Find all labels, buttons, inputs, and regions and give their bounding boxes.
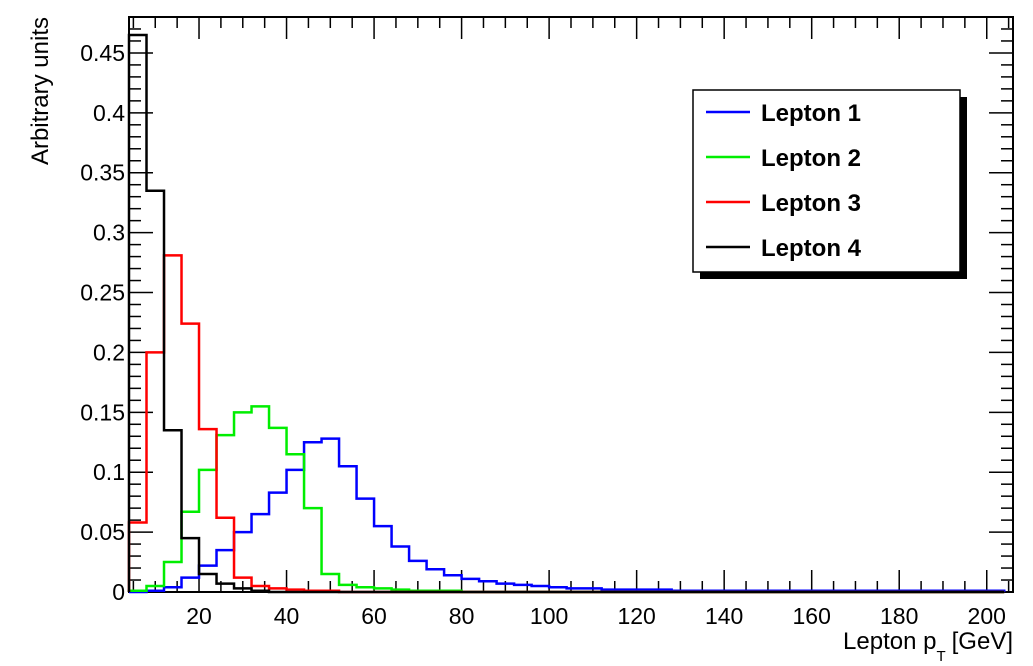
y-tick-label: 0.1 <box>93 459 125 485</box>
y-tick-label: 0.35 <box>80 160 125 186</box>
legend-label: Lepton 2 <box>761 145 861 172</box>
x-tick-label: 120 <box>617 603 655 629</box>
y-tick-label: 0.3 <box>93 220 125 246</box>
y-tick-label: 0 <box>112 579 125 605</box>
x-tick-label: 160 <box>793 603 831 629</box>
x-tick-label: 200 <box>968 603 1006 629</box>
legend-box <box>692 89 961 273</box>
x-axis-title: Lepton pT [GeV] <box>843 628 1013 665</box>
series-line-3 <box>127 254 1005 594</box>
x-tick-label: 80 <box>449 603 475 629</box>
x-tick-labels: 20 40 60 80 100 120 140 160 180 200 <box>186 603 1006 629</box>
y-tick-label: 0.05 <box>80 519 125 545</box>
legend-label: Lepton 1 <box>761 100 861 127</box>
legend-label: Lepton 3 <box>761 190 861 217</box>
series-line-1 <box>129 437 1006 594</box>
y-axis-title: Arbitrary units <box>27 17 54 165</box>
x-tick-label: 140 <box>705 603 743 629</box>
x-tick-label: 40 <box>274 603 300 629</box>
axis-ticks <box>129 16 1013 593</box>
y-tick-labels: 0 0.05 0.1 0.15 0.2 0.25 0.3 0.35 0.4 0.45 <box>80 40 125 605</box>
x-axis-title-main: Lepton p <box>843 628 936 655</box>
x-tick-label: 180 <box>880 603 918 629</box>
y-tick-label: 0.15 <box>80 399 125 425</box>
y-tick-label: 0.25 <box>80 280 125 306</box>
y-tick-label: 0.4 <box>93 100 125 126</box>
series-lines <box>127 33 1006 594</box>
x-axis-title-subscript: T <box>936 648 945 665</box>
x-axis-title-unit: [GeV] <box>952 628 1013 655</box>
x-tick-label: 20 <box>186 603 212 629</box>
x-tick-label: 100 <box>530 603 568 629</box>
series-line-2 <box>127 405 1005 594</box>
legend: Lepton 1 Lepton 2 Lepton 3 Lepton 4 <box>692 89 967 279</box>
series-line-4 <box>127 33 1005 594</box>
legend-label: Lepton 4 <box>761 235 862 262</box>
y-tick-label: 0.45 <box>80 40 125 66</box>
y-tick-label: 0.2 <box>93 339 125 365</box>
legend-entries: Lepton 1 Lepton 2 Lepton 3 Lepton 4 <box>706 100 862 262</box>
x-tick-label: 60 <box>361 603 387 629</box>
